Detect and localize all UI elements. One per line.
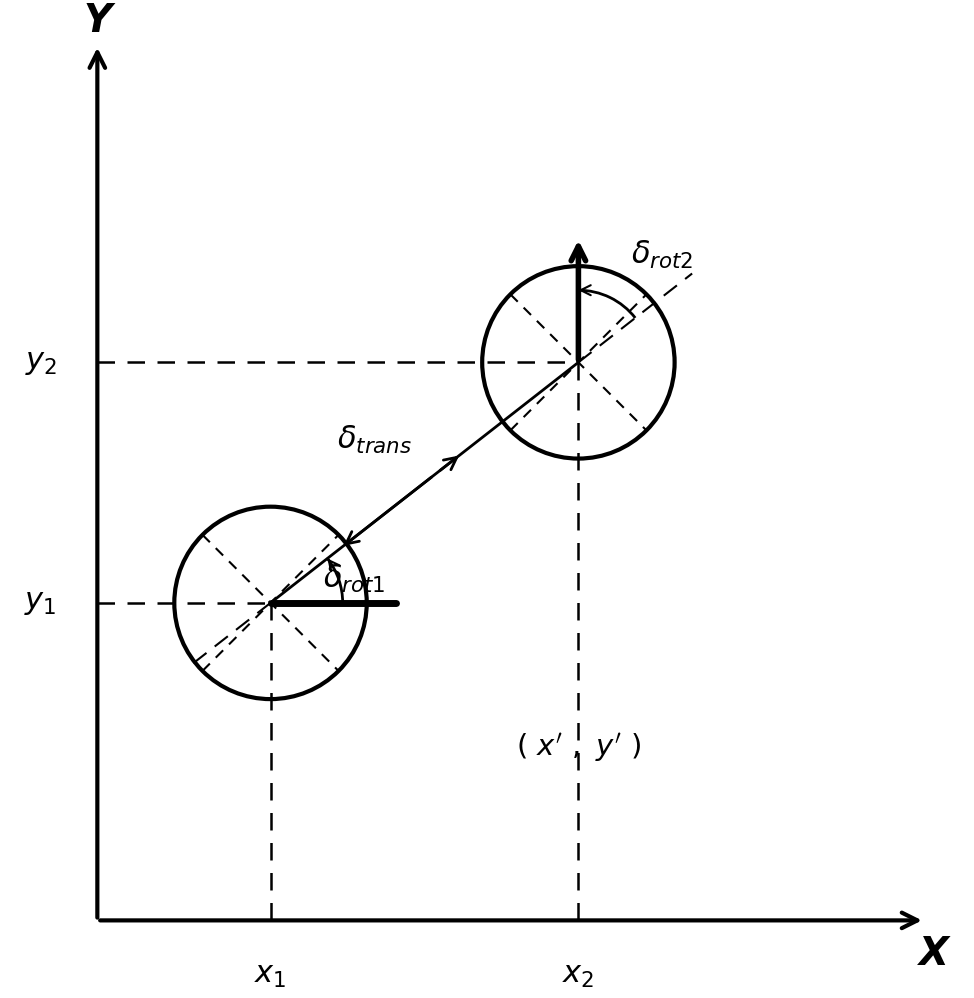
Text: $y_1$: $y_1$ <box>24 589 56 618</box>
Text: $y_2$: $y_2$ <box>24 348 56 377</box>
Text: $\delta_{rot2}$: $\delta_{rot2}$ <box>631 239 693 271</box>
Text: $x_1$: $x_1$ <box>254 961 286 990</box>
Text: $\delta_{trans}$: $\delta_{trans}$ <box>337 424 412 456</box>
Text: $x_2$: $x_2$ <box>562 961 594 990</box>
Text: $( \ x' \ , \ y' \ )$: $( \ x' \ , \ y' \ )$ <box>516 731 641 763</box>
Text: X: X <box>919 935 950 973</box>
Text: $\delta_{rot1}$: $\delta_{rot1}$ <box>323 563 386 595</box>
Text: Y: Y <box>84 2 111 40</box>
